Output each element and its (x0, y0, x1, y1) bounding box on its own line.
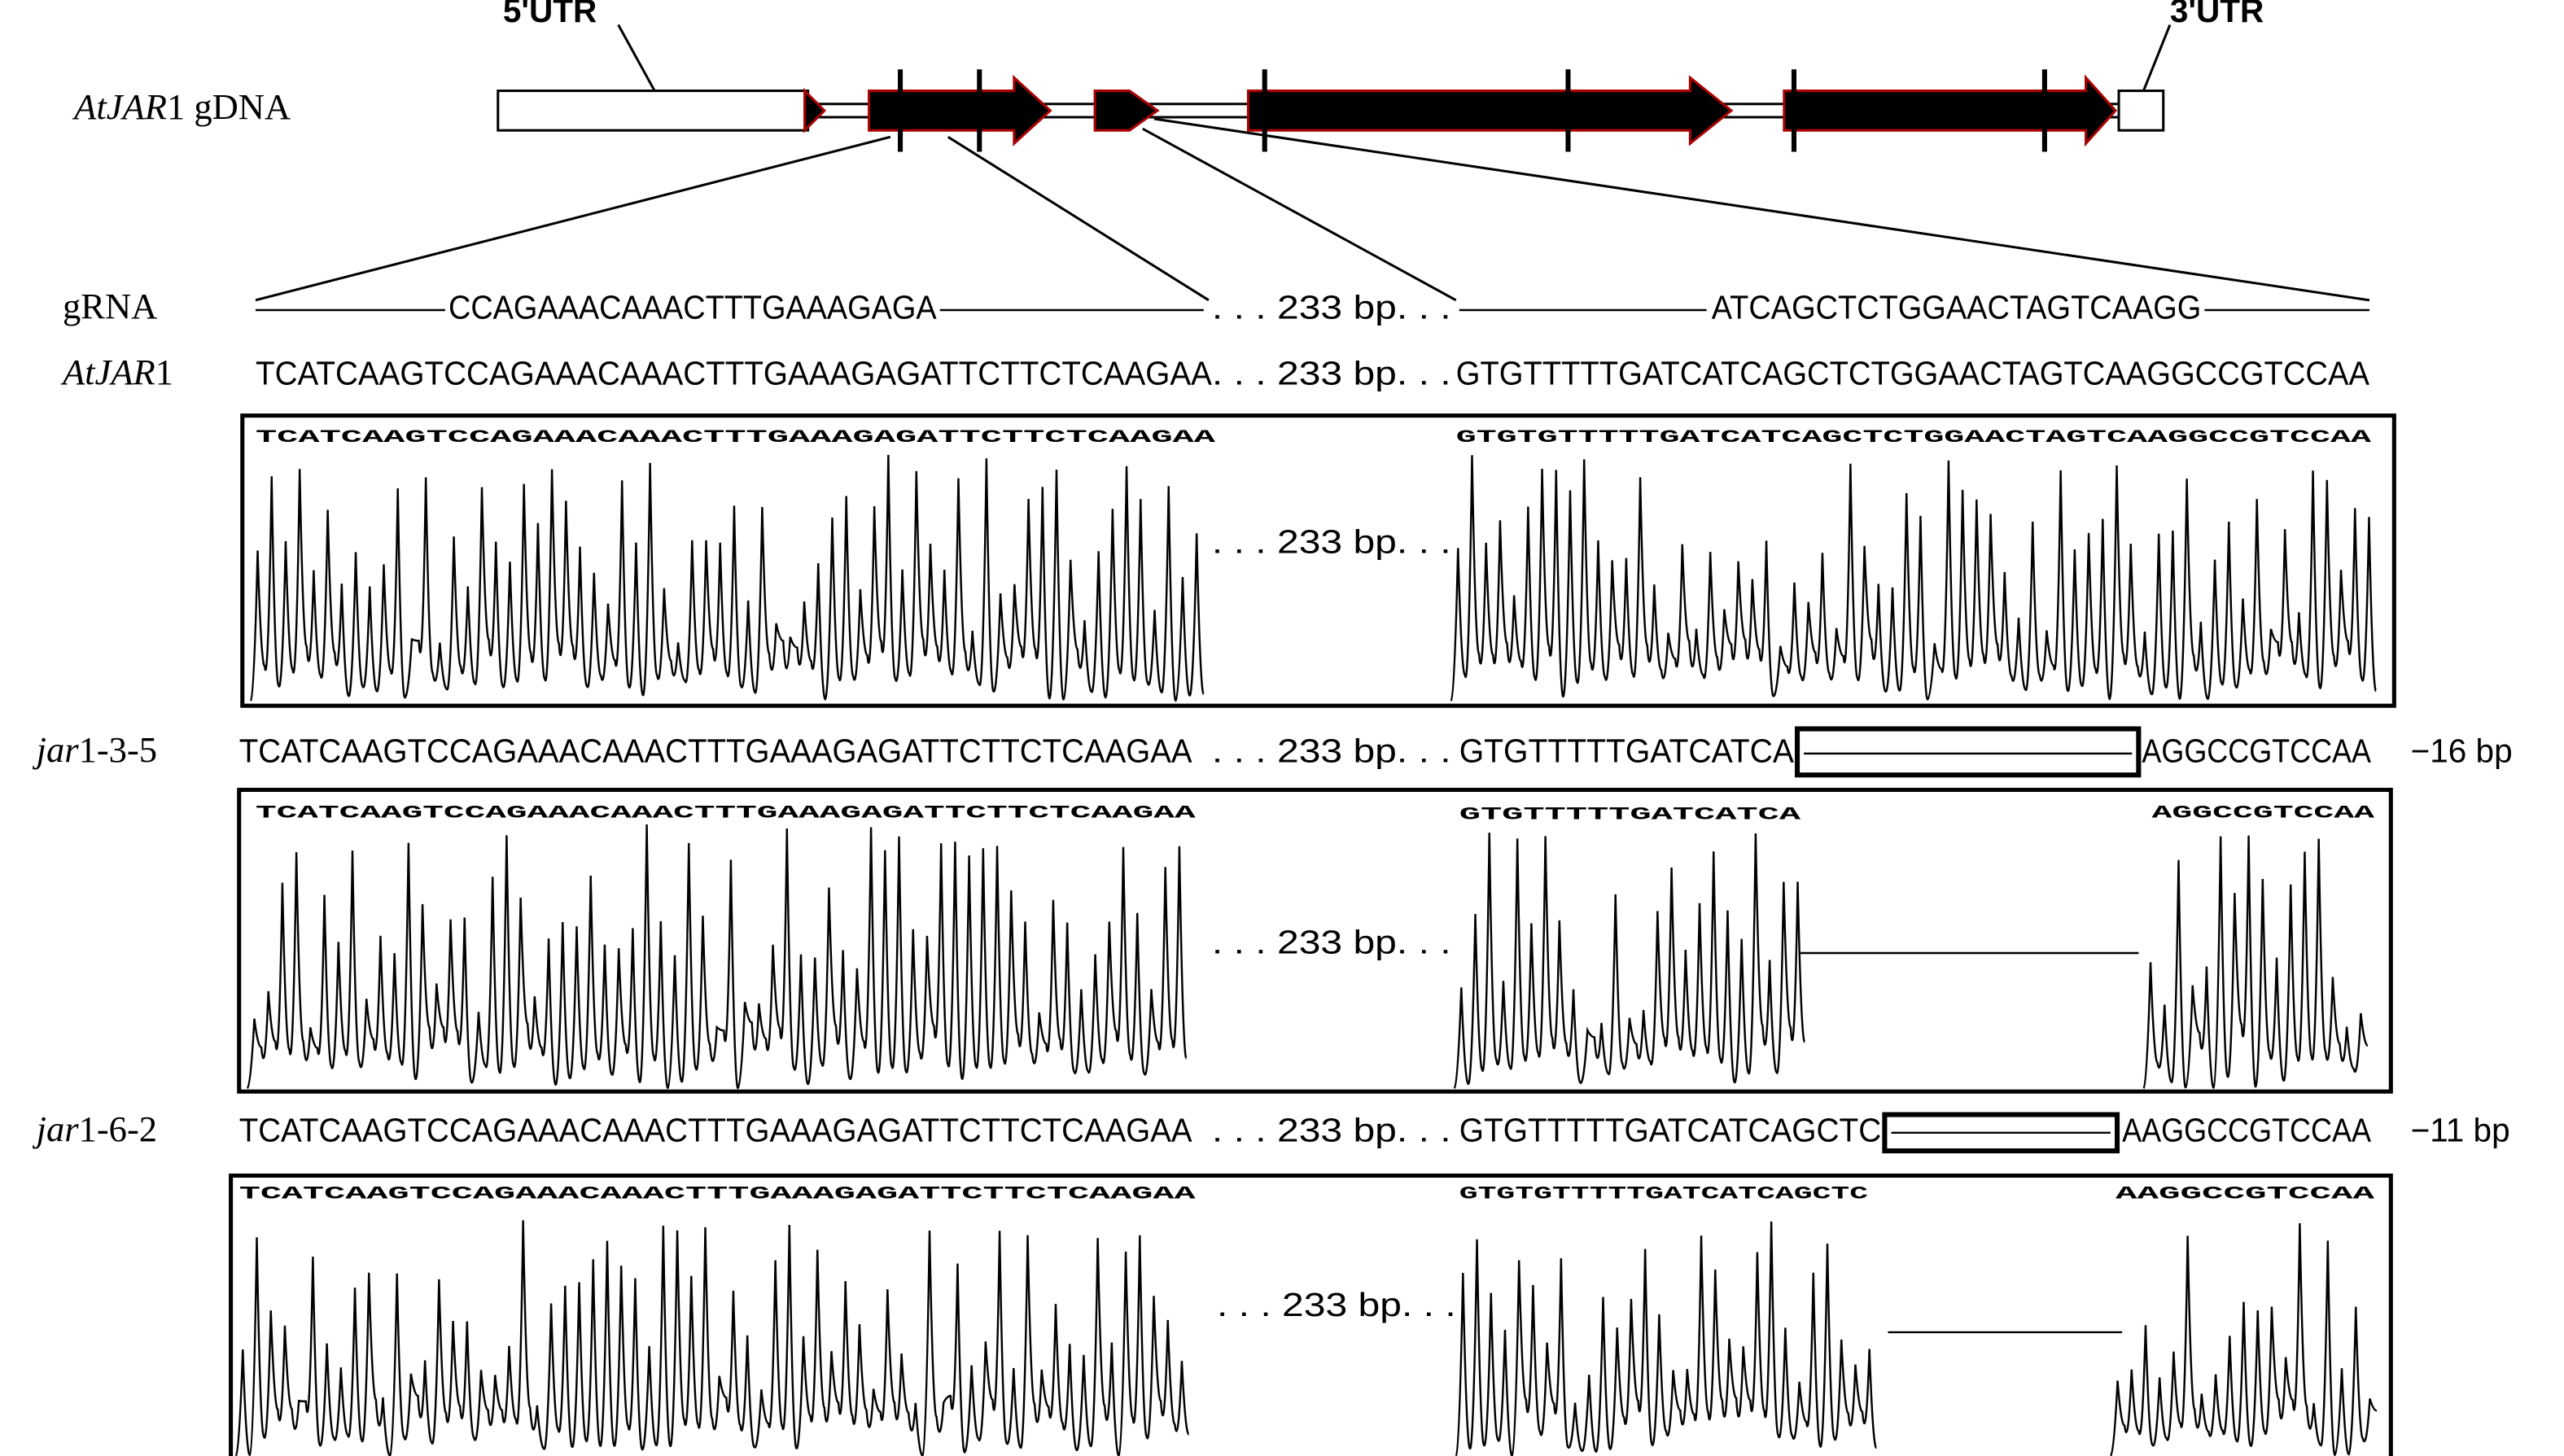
deletion-size: −11 bp (2411, 1112, 2510, 1149)
chromatogram-trace (1455, 1221, 1878, 1456)
chromatogram-trace (1450, 455, 2378, 702)
utr5-label: 5'UTR (503, 0, 597, 29)
trace-letters: TCATCAAGTCCAGAAACAAACTTTGAAAGAGATTCTTCTC… (256, 426, 1216, 448)
gap-text: . . . 233 bp. . . (1212, 732, 1451, 770)
grna-label: gRNA (63, 286, 157, 326)
trace-box (237, 787, 2393, 1094)
chromatogram-trace (246, 824, 1188, 1090)
gap-text: . . . 233 bp. . . (1212, 355, 1451, 392)
sequence: GTGTTTTTGATCATCAGCTCTGGAACTAGTCAAGGCCGTC… (1456, 355, 2369, 392)
sequence: TCATCAAGTCCAGAAACAAACTTTGAAAGAGATTCTTCTC… (239, 1112, 1192, 1149)
mutant-label: jar1-6-2 (33, 1108, 158, 1149)
mutant-label-rest: 1-3-5 (79, 729, 158, 770)
mutant-label-italic: jar (33, 729, 80, 770)
wt-label: AtJAR1 (60, 352, 173, 392)
deletion-box (1795, 726, 2142, 778)
gap-text: . . . 233 bp. . . (1212, 289, 1451, 326)
trace-letters: TCATCAAGTCCAGAAACAAACTTTGAAAGAGATTCTTCTC… (256, 802, 1197, 824)
deletion-box (1882, 1112, 2120, 1154)
trace-box (240, 413, 2396, 708)
wt-label-italic: AtJAR (60, 352, 155, 392)
sequence: AAGGCCGTCCAA (2122, 1112, 2371, 1149)
sequence: TCATCAAGTCCAGAAACAAACTTTGAAAGAGATTCTTCTC… (239, 732, 1192, 770)
chromatogram-trace (1453, 833, 1806, 1089)
mutant-label-italic: jar (33, 1108, 80, 1149)
sequence: GTGTTTTTGATCATCA (1459, 732, 1794, 770)
mutant-label: jar1-3-5 (33, 729, 158, 770)
trace-box (229, 1173, 2393, 1456)
gap-text: . . . 233 bp. . . (1212, 1112, 1451, 1149)
gene-label: AtJAR1 gDNA (72, 86, 291, 127)
deletion-size: −16 bp (2411, 732, 2513, 770)
gene-label-italic: AtJAR (72, 86, 167, 127)
trace-letters: GTGTGTTTTTGATCATCAGCTCTGGAACTAGTCAAGGCCG… (1456, 426, 2372, 448)
sequence: ATCAGCTCTGGAACTAGTCAAGG (1712, 289, 2202, 326)
sequence: AGGCCGTCCAA (2142, 732, 2371, 770)
gap-text: . . . 233 bp. . . (1217, 1286, 1456, 1323)
sequence: GTGTTTTTGATCATCAGCTC (1459, 1112, 1882, 1149)
sequence: TCATCAAGTCCAGAAACAAACTTTGAAAGAGATTCTTCTC… (256, 355, 1212, 392)
trace-letters: GTGTTTTTGATCATCA (1459, 804, 1802, 825)
sequence: CCAGAAACAAACTTTGAAAGAGA (448, 289, 937, 326)
gap-text: . . . 233 bp. . . (1212, 522, 1451, 560)
trace-letters: AAGGCCGTCCAA (2116, 1183, 2375, 1205)
wt-label-rest: 1 (155, 352, 173, 392)
gene-model (255, 24, 2370, 302)
trace-letters: AGGCCGTCCAA (2152, 802, 2376, 824)
mutant-label-rest: 1-6-2 (79, 1108, 158, 1149)
trace-letters: GTGTGTTTTTGATCATCAGCTC (1459, 1183, 1868, 1205)
gap-text: . . . 233 bp. . . (1212, 924, 1451, 961)
chromatogram-trace (234, 1220, 1190, 1456)
chromatogram-trace (249, 454, 1205, 702)
chromatogram-trace (2142, 835, 2369, 1089)
trace-letters: TCATCAAGTCCAGAAACAAACTTTGAAAGAGATTCTTCTC… (239, 1183, 1197, 1205)
chromatogram-trace (2109, 1223, 2378, 1456)
gene-label-rest: 1 gDNA (167, 86, 291, 127)
utr3-label: 3'UTR (2170, 0, 2264, 29)
